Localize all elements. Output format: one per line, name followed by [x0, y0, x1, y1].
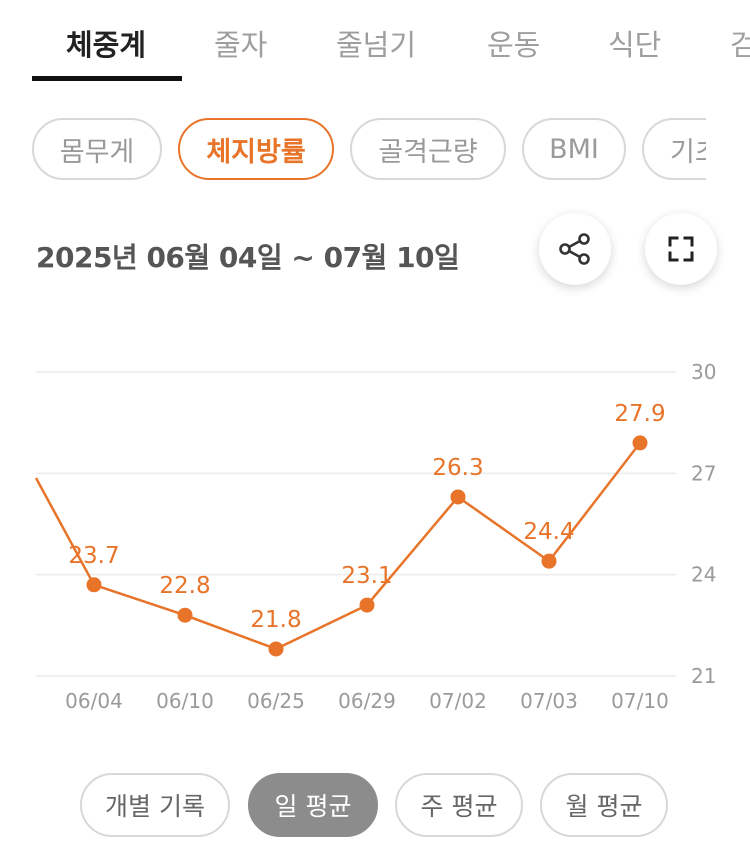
active-tab-indicator: [32, 76, 182, 81]
tab-diet[interactable]: 식단: [608, 28, 662, 62]
data-label: 26.3: [432, 455, 483, 481]
period-weekly-average-button[interactable]: 주 평균: [395, 773, 523, 837]
chip-body-fat[interactable]: 체지방률: [178, 118, 334, 180]
x-tick-label: 07/02: [429, 689, 487, 713]
fullscreen-button[interactable]: [645, 213, 717, 285]
date-range-label: 2025년 06월 04일 ~ 07월 10일: [36, 241, 460, 274]
chip-weight[interactable]: 몸무게: [32, 118, 162, 180]
data-label: 27.9: [614, 401, 665, 427]
chip-muscle-mass[interactable]: 골격근량: [350, 118, 506, 180]
data-point[interactable]: [86, 577, 102, 593]
x-tick-label: 07/10: [611, 689, 669, 713]
body-fat-line-chart: 23.7 22.8 21.8 23.1 26.3 24.4 27.9 06/04 06/10 0…: [34, 360, 716, 713]
x-tick-label: 06/25: [247, 689, 305, 713]
chip-basal-metabolism[interactable]: 기초대: [642, 118, 706, 180]
tab-tape-measure[interactable]: 줄자: [214, 28, 268, 62]
data-label: 23.1: [341, 563, 392, 589]
tab-partial-next[interactable]: 검: [730, 28, 750, 62]
data-point[interactable]: [541, 553, 557, 569]
x-tick-label: 06/10: [156, 689, 214, 713]
data-label: 22.8: [159, 573, 210, 599]
chip-bmi[interactable]: BMI: [522, 118, 626, 180]
data-point[interactable]: [177, 607, 193, 623]
x-tick-label: 06/29: [338, 689, 396, 713]
y-tick-label: 24: [691, 563, 716, 587]
x-tick-label: 07/03: [520, 689, 578, 713]
top-tab-bar: 체중계 줄자 줄넘기 운동 식단 검: [0, 0, 750, 82]
x-tick-label: 06/04: [65, 689, 123, 713]
y-tick-label: 30: [691, 360, 716, 384]
data-point[interactable]: [450, 489, 466, 505]
tab-exercise[interactable]: 운동: [487, 28, 541, 62]
y-tick-label: 27: [691, 461, 716, 485]
series-line: [34, 442, 641, 651]
y-tick-label: 21: [691, 664, 716, 688]
metric-chip-bar: 몸무게 체지방률 골격근량 BMI 기초대: [0, 118, 706, 186]
share-icon: [559, 233, 590, 265]
data-point[interactable]: [359, 597, 375, 613]
tab-jump-rope[interactable]: 줄넘기: [336, 28, 417, 62]
period-daily-average-button[interactable]: 일 평균: [248, 773, 378, 837]
fullscreen-icon: [668, 236, 694, 262]
tab-scale[interactable]: 체중계: [66, 28, 147, 62]
share-button[interactable]: [539, 213, 611, 285]
data-label: 23.7: [68, 543, 119, 569]
period-individual-button[interactable]: 개별 기록: [80, 773, 230, 837]
data-point[interactable]: [632, 435, 648, 451]
period-monthly-average-button[interactable]: 월 평균: [540, 773, 668, 837]
data-label: 24.4: [523, 519, 574, 545]
data-label: 21.8: [250, 607, 301, 633]
data-point[interactable]: [268, 641, 284, 657]
